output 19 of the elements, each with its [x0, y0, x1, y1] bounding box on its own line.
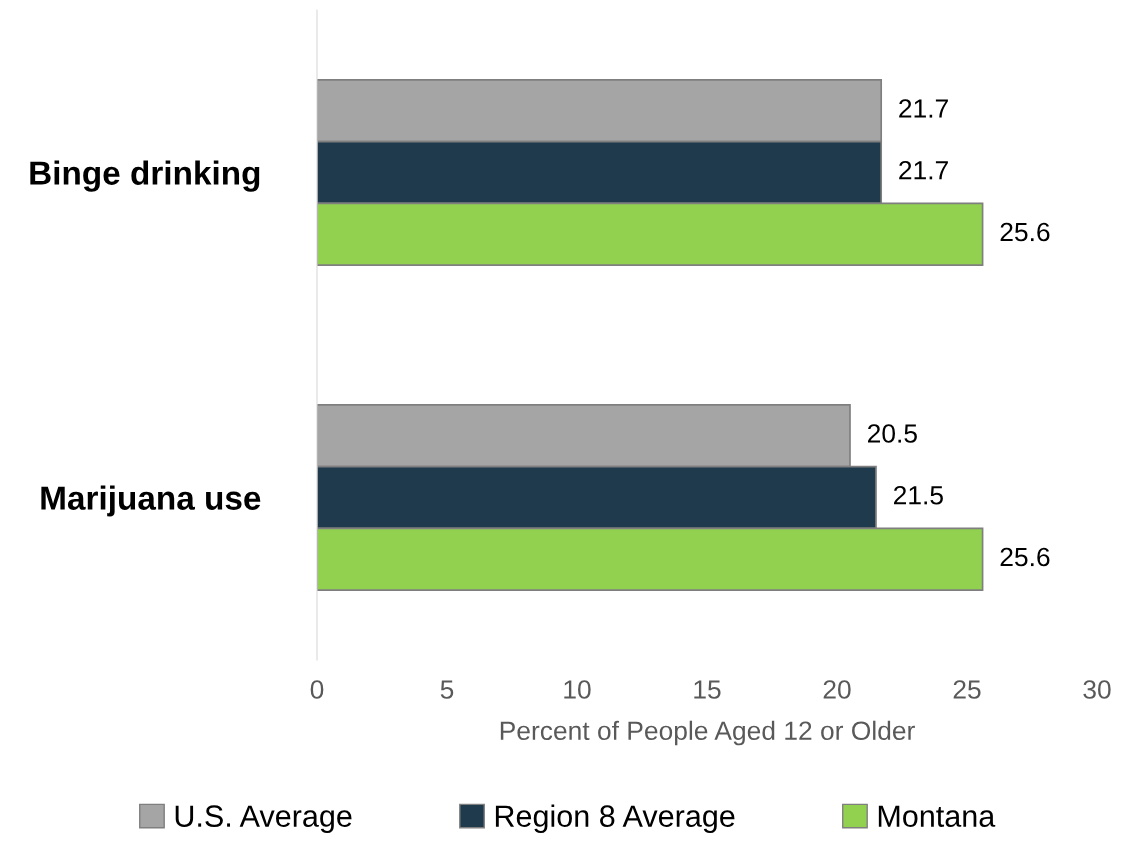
data-label: 21.7: [899, 160, 948, 180]
x-axis-title: Percent of People Aged 12 or Older: [500, 720, 915, 746]
x-tick-label: 0: [310, 680, 324, 699]
x-tick-label: 30: [1083, 680, 1111, 699]
data-label: 20.5: [867, 424, 917, 443]
data-label: 25.6: [1000, 222, 1050, 242]
data-label: 25.6: [1000, 547, 1050, 567]
legend-label: Region 8 Average: [495, 804, 735, 834]
legend-label: Montana: [878, 805, 996, 827]
x-tick-label: 15: [694, 680, 721, 699]
x-tick-label: 5: [440, 680, 454, 699]
x-tick-label: 20: [823, 680, 851, 699]
y-tick-label: Binge drinking: [30, 160, 260, 192]
x-tick-label: 25: [953, 680, 981, 699]
x-tick-label: 10: [564, 680, 591, 699]
data-label: 21.7: [899, 99, 948, 118]
y-tick-label: Marijuana use: [41, 485, 261, 517]
legend-label: U.S. Average: [175, 805, 352, 834]
data-label: 21.5: [893, 485, 943, 505]
